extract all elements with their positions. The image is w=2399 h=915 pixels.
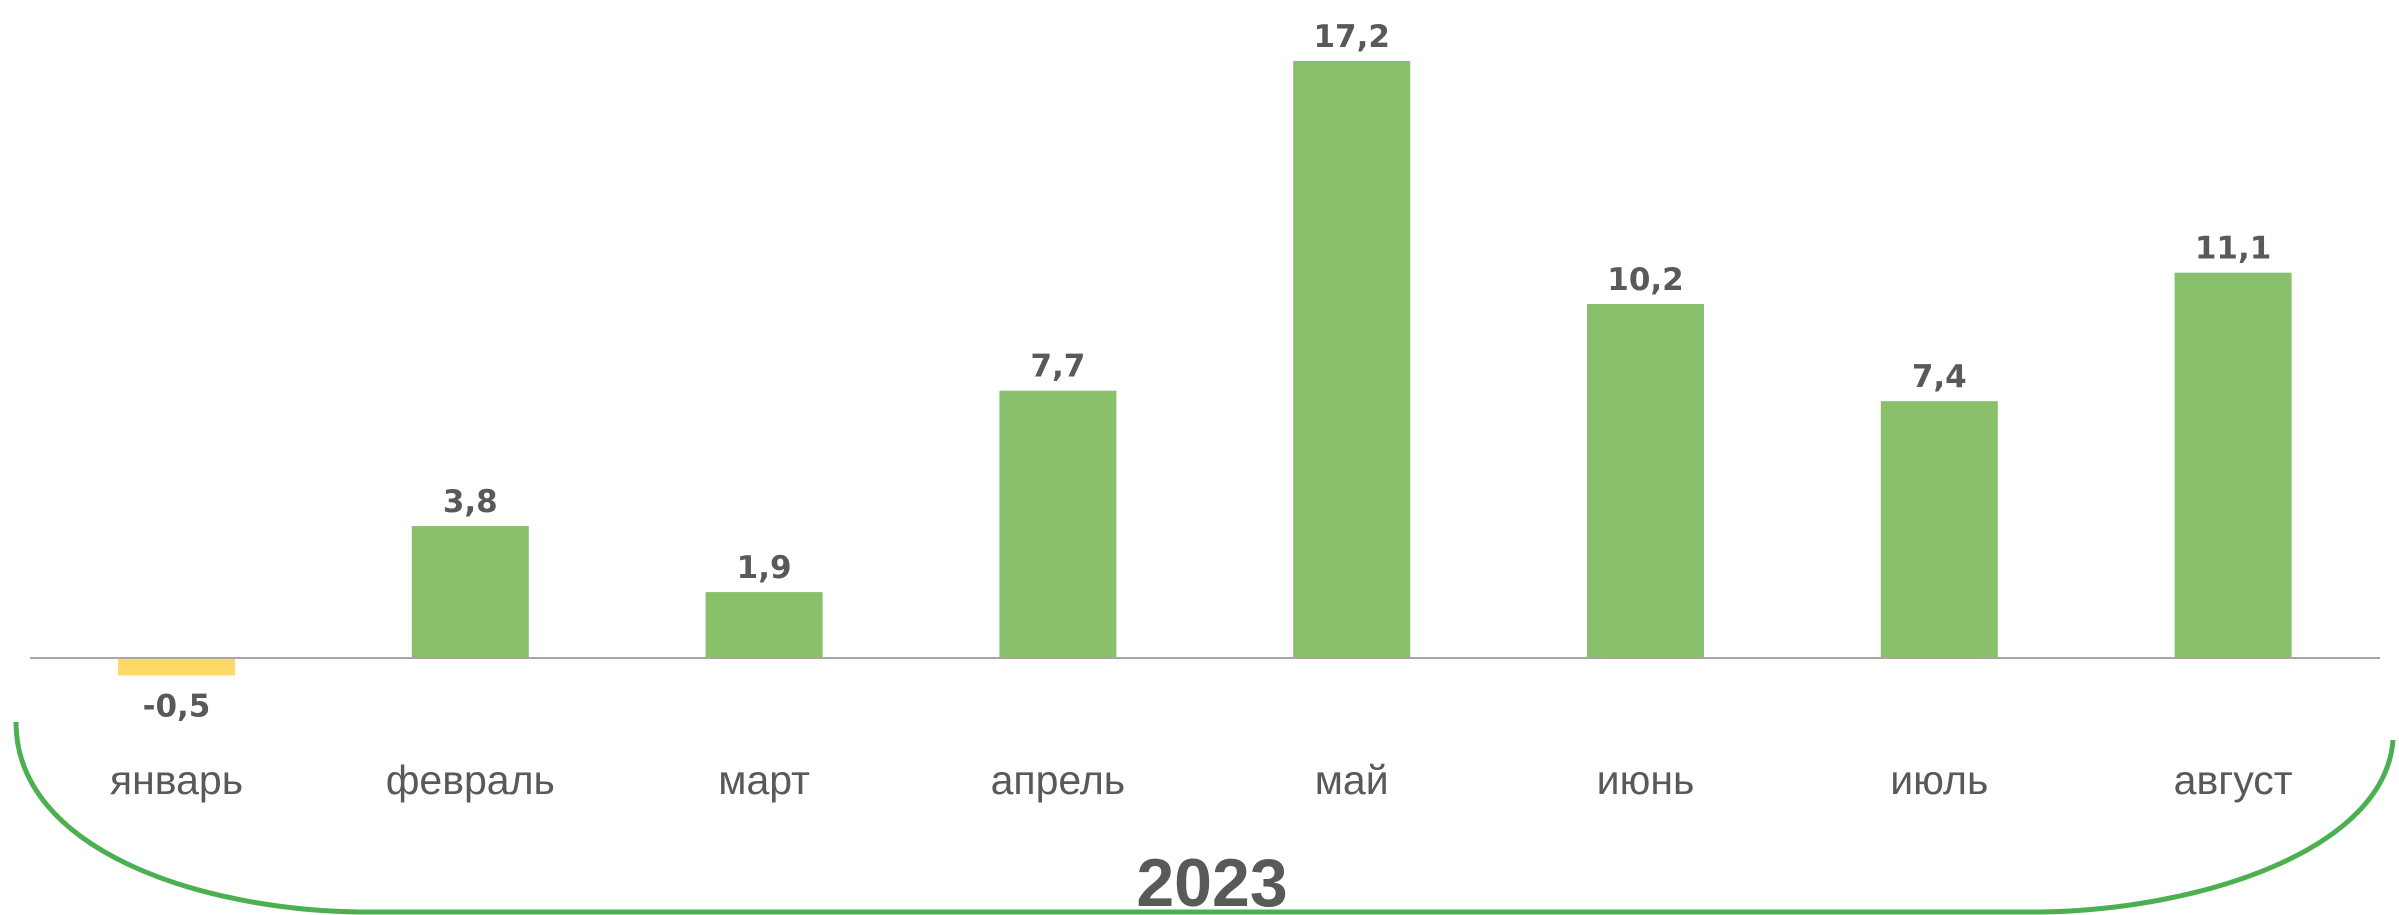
bar-1 — [118, 658, 235, 676]
bar-2 — [411, 526, 529, 658]
value-label-5: 17,2 — [1313, 19, 1390, 55]
year-bracket — [13, 721, 2396, 915]
category-label-5: май — [1315, 757, 1389, 803]
category-label-2: февраль — [386, 757, 555, 803]
category-labels-group: январь февраль март апрель май июнь июль август — [110, 757, 2293, 803]
category-label-4: апрель — [991, 757, 1126, 803]
category-label-1: январь — [110, 757, 243, 803]
category-label-3: март — [718, 757, 810, 803]
value-label-6: 10,2 — [1607, 262, 1684, 298]
bars-group — [118, 61, 2292, 676]
bar-8 — [2174, 272, 2292, 658]
bar-5 — [1293, 61, 1411, 658]
value-label-4: 7,7 — [1030, 349, 1085, 385]
value-label-7: 7,4 — [1912, 359, 1967, 395]
bar-7 — [1880, 401, 1998, 658]
year-label: 2023 — [1136, 845, 1287, 915]
value-label-3: 1,9 — [737, 550, 792, 586]
bar-6 — [1587, 304, 1704, 658]
category-label-6: июнь — [1597, 757, 1695, 803]
bar-3 — [705, 592, 823, 658]
value-label-2: 3,8 — [443, 484, 498, 520]
value-label-1: -0,5 — [143, 688, 211, 724]
value-label-8: 11,1 — [2195, 231, 2272, 267]
bar-4 — [999, 390, 1117, 658]
value-labels-group: -0,5 3,8 1,9 7,7 17,2 10,2 7,4 11,1 — [143, 19, 2272, 724]
category-label-8: август — [2174, 757, 2293, 803]
category-label-7: июль — [1890, 757, 1988, 803]
